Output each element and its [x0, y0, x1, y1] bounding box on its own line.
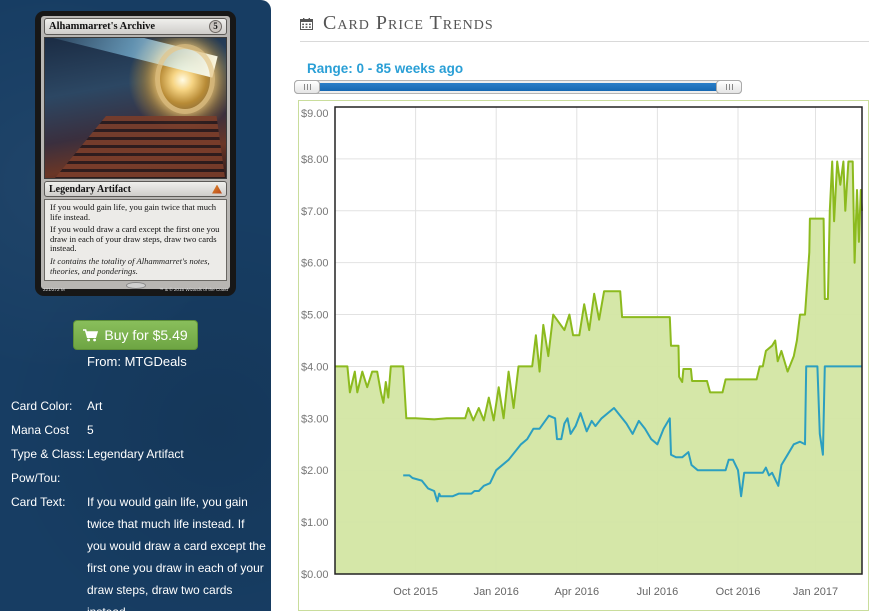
buy-button[interactable]: Buy for $5.49	[73, 320, 198, 350]
x-tick-label: Jan 2016	[474, 586, 519, 598]
plot-border	[334, 106, 863, 575]
price-chart: $0.00 $1.00 $2.00 $3.00 $4.00 $5.00 $6.00 $7.00…	[298, 100, 869, 611]
series-area-line	[335, 160, 863, 422]
x-tick-label: Apr 2016	[554, 586, 599, 598]
detail-value: If you would gain life, you gain twice t…	[87, 495, 266, 611]
card-rules-text-1: If you would gain life, you gain twice t…	[50, 202, 217, 222]
card-details: Card Color: Art Mana Cost 5 Type & Class…	[11, 398, 266, 611]
y-tick-label: $9.00	[301, 108, 329, 120]
title-divider	[300, 41, 869, 42]
y-tick-label: $7.00	[301, 206, 329, 218]
copyright-text: ™ & © 2015 Wizards of the Coast	[158, 287, 228, 292]
detail-row-mana-cost: Mana Cost 5	[11, 422, 266, 438]
card-type-bar: Legendary Artifact	[44, 181, 227, 197]
series-line	[403, 365, 862, 503]
card-image: Alhammarret's Archive 5 Legendary Artifa…	[35, 11, 236, 296]
y-tick-label: $0.00	[301, 569, 329, 581]
detail-row-card-text: Card Text: If you would gain life, you g…	[11, 494, 266, 611]
y-tick-label: $5.00	[301, 310, 329, 322]
y-tick-label: $6.00	[301, 258, 329, 270]
y-tick-label: $3.00	[301, 413, 329, 425]
y-tick-label: $2.00	[301, 465, 329, 477]
mana-cost-icon: 5	[209, 20, 222, 33]
vendor-label: From:	[87, 354, 121, 369]
detail-value: 5	[87, 423, 94, 437]
detail-value: Art	[87, 399, 103, 413]
card-title-bar: Alhammarret's Archive 5	[44, 18, 227, 35]
shopping-cart-icon	[83, 328, 99, 341]
detail-value	[87, 470, 266, 486]
collector-number: 221/272 M	[43, 287, 65, 292]
card-footer: 221/272 M ™ & © 2015 Wizards of the Coas…	[43, 285, 228, 294]
art-stairs	[55, 116, 225, 178]
buy-button-label: Buy for $5.49	[104, 327, 188, 343]
section-title: Card Price Trends	[323, 12, 494, 34]
set-symbol-icon	[212, 184, 222, 194]
price-chart-svg: $0.00 $1.00 $2.00 $3.00 $4.00 $5.00 $6.00 $7.00…	[298, 100, 869, 611]
detail-label: Card Color:	[11, 399, 73, 413]
card-frame: Alhammarret's Archive 5 Legendary Artifa…	[41, 16, 230, 292]
y-tick-label: $8.00	[301, 154, 329, 166]
card-type-line: Legendary Artifact	[49, 183, 131, 195]
detail-label: Card Text:	[11, 495, 66, 509]
x-tick-label: Jul 2016	[637, 586, 679, 598]
section-header: Card Price Trends	[300, 12, 494, 35]
card-artwork	[44, 37, 227, 179]
card-text-box: If you would gain life, you gain twice t…	[44, 199, 227, 281]
x-tick-label: Oct 2016	[716, 586, 761, 598]
y-tick-label: $4.00	[301, 361, 329, 373]
detail-row-color: Card Color: Art	[11, 398, 266, 414]
range-slider-fill	[307, 83, 729, 91]
detail-row-type: Type & Class: Legendary Artifact	[11, 446, 266, 462]
card-rules-text-2: If you would draw a card except the firs…	[50, 224, 220, 254]
vendor-line: From: MTGDeals	[87, 354, 187, 369]
range-slider[interactable]	[294, 80, 742, 94]
y-tick-label: $1.00	[301, 517, 329, 529]
range-label: Range: 0 - 85 weeks ago	[307, 61, 464, 76]
card-flavor-text: It contains the totality of Alhammarret'…	[50, 255, 210, 276]
holo-stamp-icon	[125, 282, 146, 289]
grip-icon	[303, 84, 311, 90]
range-slider-handle-max[interactable]	[716, 80, 742, 94]
calendar-icon	[300, 17, 313, 30]
vendor-name: MTGDeals	[124, 354, 187, 369]
detail-row-pow-tou: Pow/Tou:	[11, 470, 266, 486]
detail-label: Mana Cost	[11, 423, 70, 437]
art-portal	[155, 44, 215, 114]
x-tick-label: Oct 2015	[393, 586, 438, 598]
card-sidebar: Alhammarret's Archive 5 Legendary Artifa…	[0, 0, 271, 611]
card-name: Alhammarret's Archive	[49, 21, 156, 32]
detail-value: Legendary Artifact	[87, 447, 184, 461]
x-tick-label: Jan 2017	[793, 586, 838, 598]
detail-label: Type & Class:	[11, 447, 86, 461]
series-area-fill	[335, 161, 862, 574]
range-slider-handle-min[interactable]	[294, 80, 320, 94]
grip-icon	[725, 84, 733, 90]
detail-label: Pow/Tou:	[11, 471, 61, 485]
